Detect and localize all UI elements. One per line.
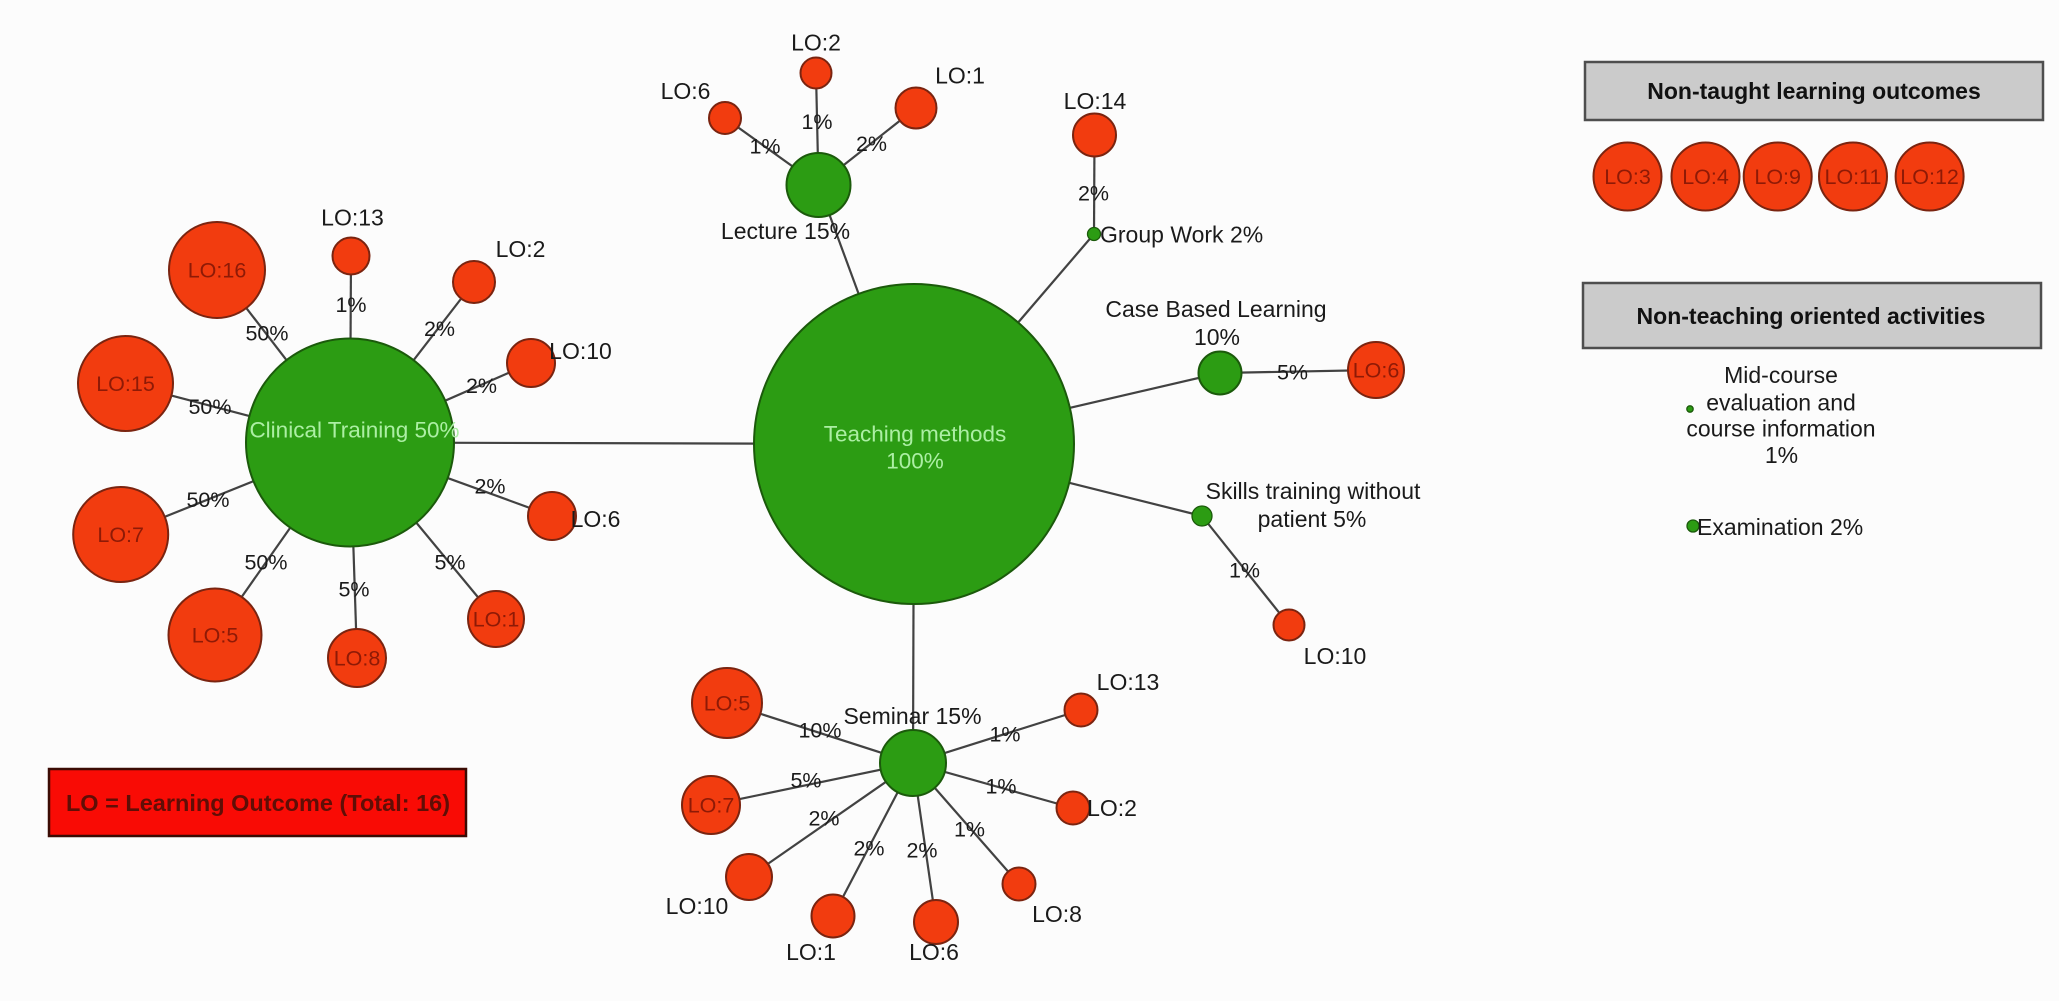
svg-text:5%: 5%: [790, 769, 821, 793]
svg-text:2%: 2%: [808, 807, 839, 831]
svg-text:LO:10: LO:10: [1304, 643, 1367, 669]
svg-text:1%: 1%: [335, 293, 366, 317]
svg-text:LO:8: LO:8: [1032, 901, 1082, 927]
svg-text:Clinical Training 50%: Clinical Training 50%: [249, 418, 459, 443]
svg-text:1%: 1%: [985, 775, 1016, 799]
svg-text:10%: 10%: [1194, 324, 1240, 350]
svg-text:50%: 50%: [188, 395, 231, 419]
svg-text:2%: 2%: [906, 839, 937, 863]
svg-text:100%: 100%: [886, 449, 944, 474]
svg-text:LO:1: LO:1: [935, 63, 985, 89]
svg-text:Group Work 2%: Group Work 2%: [1100, 222, 1263, 248]
svg-text:5%: 5%: [434, 551, 465, 575]
svg-text:Lecture 15%: Lecture 15%: [721, 218, 850, 244]
svg-text:LO:6: LO:6: [909, 939, 959, 965]
svg-text:LO:13: LO:13: [1097, 669, 1160, 695]
svg-text:5%: 5%: [1277, 361, 1308, 385]
svg-text:Mid-course: Mid-course: [1724, 362, 1838, 388]
svg-text:LO:5: LO:5: [704, 692, 751, 716]
svg-text:evaluation and: evaluation and: [1706, 390, 1856, 416]
svg-text:LO:12: LO:12: [1900, 165, 1959, 189]
svg-text:Seminar 15%: Seminar 15%: [843, 703, 981, 729]
svg-text:1%: 1%: [1765, 442, 1798, 468]
svg-text:LO:10: LO:10: [549, 338, 612, 364]
svg-text:LO:7: LO:7: [688, 794, 735, 818]
svg-text:patient 5%: patient 5%: [1258, 506, 1367, 532]
svg-text:50%: 50%: [186, 488, 229, 512]
svg-text:5%: 5%: [338, 578, 369, 602]
svg-text:LO:16: LO:16: [188, 259, 247, 283]
svg-text:LO:9: LO:9: [1754, 165, 1801, 189]
svg-text:LO:13: LO:13: [321, 205, 384, 231]
svg-text:LO:6: LO:6: [1353, 359, 1400, 383]
svg-text:LO:15: LO:15: [96, 372, 155, 396]
svg-text:LO:1: LO:1: [473, 608, 520, 632]
svg-text:LO:8: LO:8: [334, 647, 381, 671]
svg-text:LO:1: LO:1: [786, 939, 836, 965]
svg-text:LO:2: LO:2: [496, 236, 546, 262]
svg-text:1%: 1%: [954, 818, 985, 842]
svg-text:2%: 2%: [1078, 182, 1109, 206]
svg-text:LO:10: LO:10: [666, 893, 729, 919]
svg-text:LO:6: LO:6: [571, 506, 621, 532]
svg-text:LO:4: LO:4: [1682, 165, 1729, 189]
svg-text:Examination 2%: Examination 2%: [1697, 514, 1863, 540]
svg-text:1%: 1%: [749, 135, 780, 159]
svg-text:LO:5: LO:5: [192, 624, 239, 648]
svg-text:50%: 50%: [245, 322, 288, 346]
svg-text:2%: 2%: [474, 475, 505, 499]
svg-text:Non-teaching oriented activiti: Non-teaching oriented activities: [1637, 303, 1986, 329]
svg-text:2%: 2%: [853, 837, 884, 861]
svg-text:50%: 50%: [244, 551, 287, 575]
svg-text:LO:3: LO:3: [1604, 165, 1651, 189]
svg-text:LO:14: LO:14: [1064, 88, 1127, 114]
svg-text:2%: 2%: [466, 374, 497, 398]
svg-text:10%: 10%: [798, 719, 841, 743]
svg-text:2%: 2%: [424, 317, 455, 341]
svg-text:LO:2: LO:2: [1087, 795, 1137, 821]
svg-text:1%: 1%: [989, 723, 1020, 747]
svg-text:1%: 1%: [1229, 559, 1260, 583]
svg-text:LO = Learning Outcome (Total:: LO = Learning Outcome (Total: 16): [66, 790, 450, 816]
svg-text:LO:2: LO:2: [791, 30, 841, 56]
svg-text:course information: course information: [1686, 416, 1875, 442]
svg-text:2%: 2%: [856, 132, 887, 156]
svg-text:Teaching methods: Teaching methods: [824, 422, 1007, 447]
svg-text:Skills training without: Skills training without: [1206, 478, 1421, 504]
svg-text:LO:7: LO:7: [97, 523, 144, 547]
svg-text:LO:11: LO:11: [1825, 165, 1882, 189]
svg-text:Non-taught learning outcomes: Non-taught learning outcomes: [1647, 78, 1981, 104]
svg-text:LO:6: LO:6: [661, 78, 711, 104]
svg-text:Case Based Learning: Case Based Learning: [1105, 296, 1326, 322]
svg-text:1%: 1%: [801, 110, 832, 134]
